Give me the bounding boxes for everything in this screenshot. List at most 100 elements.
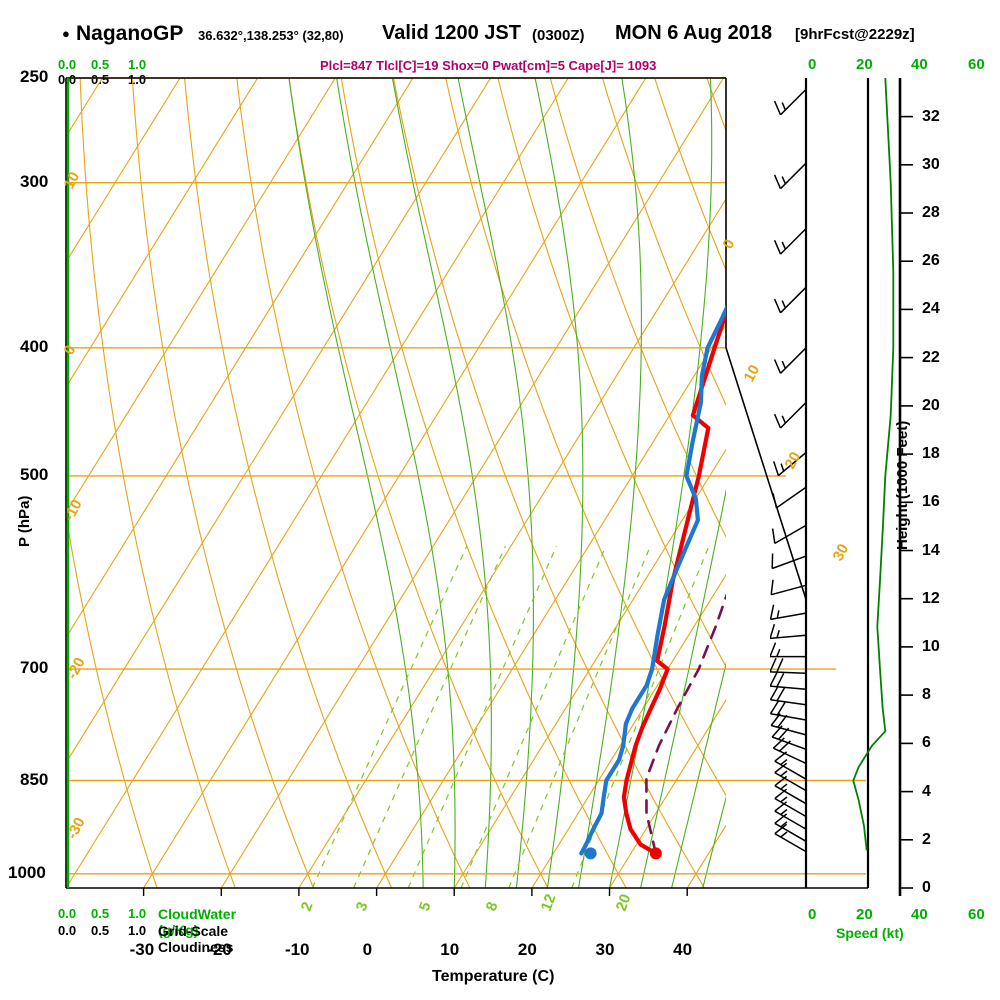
bot-cw-2: 1.0: [128, 906, 147, 921]
isotherm-label-right-0: 0: [720, 237, 739, 252]
height-tick-0: 0: [922, 879, 931, 896]
height-tick-28: 28: [922, 204, 940, 221]
height-axis: [898, 78, 913, 896]
height-tick-6: 6: [922, 734, 931, 752]
height-tick-18: 18: [922, 445, 940, 463]
station-name: NaganoGP: [76, 22, 184, 45]
wind-barb: [774, 813, 807, 842]
wind-speed-curve: [852, 77, 895, 851]
height-tick-20: 20: [922, 396, 940, 414]
pressure-tick-700: 700: [20, 658, 49, 678]
isotherm-label-right-30: 30: [830, 541, 853, 564]
wind-barb: [773, 401, 807, 429]
bot-spd-1: 20: [856, 906, 873, 923]
mixing-ratio-label-5: 5: [416, 900, 435, 914]
valid-time: Valid 1200 JST: [382, 22, 521, 44]
wind-barb: [774, 751, 807, 780]
valid-time-zulu: (0300Z): [532, 27, 585, 44]
wind-barb: [771, 553, 807, 570]
valid-date: MON 6 Aug 2018: [615, 22, 773, 44]
wind-barb: [770, 623, 807, 640]
height-tick-2: 2: [922, 830, 931, 848]
surface-temperature-dot: [649, 847, 662, 860]
pressure-tick-500: 500: [20, 464, 49, 484]
cloudiness-label: Grid-Scale Cloudiness: [158, 923, 234, 955]
wind-barb: [770, 642, 806, 658]
bot-spd-3: 60: [968, 906, 985, 923]
wind-barb: [772, 451, 807, 477]
mixing-ratio-label-12: 12: [538, 892, 560, 913]
isotherm-label-left-10: 10: [61, 169, 84, 192]
mixing-ratio-lines: [311, 545, 710, 888]
wind-barb: [770, 700, 807, 721]
wind-barb: [770, 657, 807, 674]
wind-barb: [774, 801, 807, 830]
wind-barb: [773, 162, 807, 190]
top-spd-3: 60: [968, 56, 985, 73]
top-cw-1: 0.5: [91, 57, 110, 72]
wind-barbs: [770, 88, 807, 853]
pressure-tick-300: 300: [20, 171, 49, 191]
mixing-ratio-label-20: 20: [613, 892, 635, 913]
sounding-profiles: [579, 304, 726, 856]
top-spd-1: 20: [856, 56, 873, 73]
height-tick-22: 22: [922, 348, 940, 366]
temperature-axis-label: Temperature (C): [432, 968, 555, 985]
cloudwater-label: CloudWater (g/Kg): [158, 906, 237, 938]
top-cl-1: 0.5: [91, 72, 110, 87]
pressure-tick-1000: 1000: [8, 862, 46, 882]
profile-dewpoint: [579, 304, 726, 856]
wind-barb: [774, 762, 807, 792]
temperature-tick--20: -20: [207, 940, 232, 959]
isotherm-label-right-20: 20: [782, 449, 805, 472]
wind-barb: [770, 713, 807, 736]
bot-cl-2: 1.0: [128, 923, 147, 938]
isotherm-label-left-0: 0: [61, 343, 80, 358]
forecast-tag: [9hrFcst@2229z]: [795, 26, 915, 43]
dry-adiabat-lines: [66, 78, 726, 888]
wind-barb: [773, 286, 807, 314]
profile-parcel: [645, 593, 726, 855]
temperature-tick-20: 20: [517, 940, 537, 959]
height-tick-8: 8: [922, 686, 931, 704]
wind-barb: [771, 725, 807, 751]
wind-barb: [773, 228, 807, 255]
station-marker-icon: ●: [62, 26, 70, 41]
top-spd-2: 40: [911, 56, 928, 73]
moist-adiabat-lines: [288, 78, 726, 888]
height-tick-14: 14: [922, 541, 940, 559]
wind-barb: [773, 88, 807, 116]
sounding-stats: Plcl=847 Tlcl[C]=19 Shox=0 Pwat[cm]=5 Ca…: [320, 58, 657, 73]
pressure-tick-250: 250: [20, 67, 49, 86]
temperature-tick-0: 0: [362, 940, 373, 959]
isotherm-lines: [66, 78, 726, 888]
height-tick-26: 26: [922, 252, 940, 270]
height-tick-12: 12: [922, 589, 940, 607]
top-cw-0: 0.0: [58, 57, 77, 72]
height-tick-24: 24: [922, 300, 940, 318]
wind-barb: [771, 524, 807, 545]
temperature-tick-10: 10: [440, 940, 460, 959]
height-tick-16: 16: [922, 493, 940, 511]
speed-profile-line: [852, 77, 895, 851]
header-title-row: ● NaganoGP 36.632°,138.253° (32,80) Vali…: [0, 22, 1000, 48]
pressure-tick-400: 400: [20, 336, 49, 356]
isotherm-label-right-10: 10: [741, 362, 764, 385]
speed-axis-label: Speed (kt): [836, 925, 904, 941]
height-tick-32: 32: [922, 107, 940, 125]
bot-cw-1: 0.5: [91, 906, 110, 921]
wind-barb: [770, 686, 807, 706]
temperature-tick--10: -10: [284, 940, 310, 959]
wind-barb: [770, 579, 807, 596]
isobar-lines: [66, 77, 866, 875]
mixing-ratio-label-3: 3: [353, 900, 372, 914]
wind-barb: [772, 486, 807, 509]
bot-spd-2: 40: [911, 906, 928, 923]
mixing-ratio-label-2: 2: [298, 900, 317, 914]
temperature-tick-30: 30: [595, 940, 615, 959]
wind-barb: [770, 672, 807, 690]
height-tick-10: 10: [922, 637, 940, 655]
